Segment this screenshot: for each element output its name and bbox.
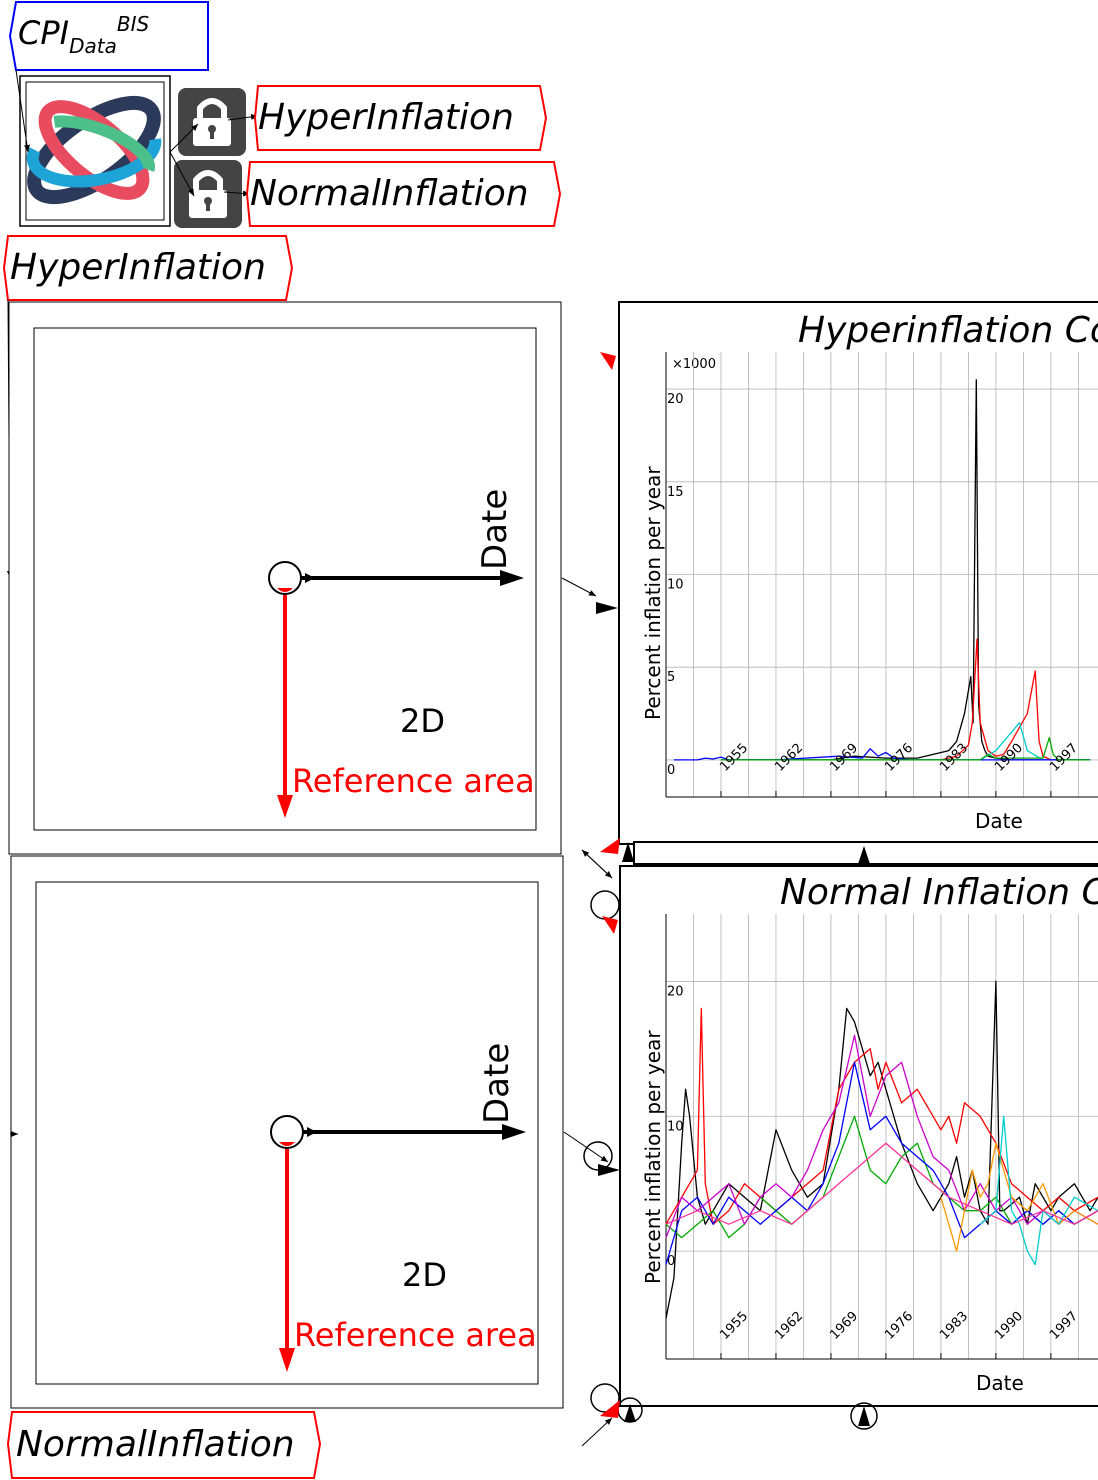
series-line — [665, 980, 1098, 1319]
dimension-label: 2D — [400, 702, 445, 740]
filter-tag-label: NormalInflation — [250, 173, 529, 214]
series-line — [673, 748, 1091, 761]
filter-tag-normalinflation[interactable]: NormalInflation — [245, 161, 562, 227]
series-line — [940, 1142, 1098, 1252]
dimension-label: 2D — [402, 1256, 447, 1294]
source-node[interactable]: CPIDataBIS — [8, 1, 209, 71]
connector-handle-icon[interactable] — [590, 890, 620, 920]
y-tick-label: 10 — [667, 578, 684, 593]
hyperinflation-tag[interactable]: HyperInflation — [2, 235, 294, 301]
y-axis-title: Percent inflation per year — [641, 1030, 665, 1284]
hyperinflation-chart[interactable]: Hyperinflation Cou ×1000 Percent inflati… — [600, 301, 1098, 845]
filter-tag-hyperinflation[interactable]: HyperInflation — [253, 85, 548, 151]
y-axis-arrow-icon[interactable] — [277, 795, 293, 818]
chart-title: Hyperinflation Cou — [798, 310, 1098, 351]
y-axis-title: Percent inflation per year — [641, 466, 665, 720]
resize-handle-icon[interactable] — [602, 916, 618, 934]
lock-icon[interactable] — [174, 160, 242, 228]
source-node-subscript: Data — [69, 34, 117, 58]
x-axis-label: Date — [475, 489, 515, 570]
y-tick-label: 0 — [667, 1254, 675, 1269]
series-line — [721, 638, 1091, 761]
chart-title: Normal Inflation Co — [780, 872, 1098, 913]
x-axis-arrow-icon[interactable] — [502, 1124, 526, 1140]
x-axis-label: Date — [477, 1043, 517, 1124]
series-line — [665, 1142, 1098, 1225]
y-axis-arrow-icon[interactable] — [279, 1348, 295, 1372]
normalinflation-tag-label: NormalInflation — [16, 1424, 295, 1465]
lock-icon[interactable] — [178, 88, 246, 156]
filter-tag-label: HyperInflation — [258, 97, 514, 138]
y-tick-label: 20 — [667, 984, 684, 999]
origin-handle-icon[interactable] — [270, 1115, 317, 1149]
axis-mapping-panel[interactable]: Date 2D Reference area — [10, 855, 564, 1409]
connector-handle-icon[interactable] — [583, 1141, 613, 1171]
normal-inflation-chart[interactable]: Normal Inflation Co Percent inflation pe… — [602, 865, 1098, 1407]
source-node-superscript: BIS — [117, 12, 150, 36]
series-line — [979, 1115, 1098, 1266]
y-tick-label: 15 — [667, 485, 684, 500]
resize-handle-icon[interactable] — [600, 352, 616, 370]
globe-ring-logo[interactable] — [19, 75, 171, 227]
series-line — [665, 1034, 1098, 1238]
y-tick-label: 20 — [667, 392, 684, 407]
y-axis-label: Reference area — [294, 1316, 537, 1354]
y-tick-label: 5 — [667, 670, 675, 685]
move-handle-icon[interactable] — [850, 1402, 878, 1430]
x-axis-arrow-icon[interactable] — [500, 570, 524, 586]
hyperinflation-tag-label: HyperInflation — [10, 247, 266, 288]
origin-handle-icon[interactable] — [268, 561, 315, 595]
chart-frame — [619, 865, 1098, 1407]
x-axis-title: Date — [976, 1371, 1024, 1395]
y-multiplier-label: ×1000 — [672, 357, 716, 372]
series-line — [721, 737, 1091, 761]
source-node-label: CPI — [18, 14, 69, 52]
y-tick-label: 10 — [667, 1119, 684, 1134]
axis-mapping-panel[interactable]: Date 2D Reference area — [8, 301, 562, 855]
y-axis-label: Reference area — [292, 762, 535, 800]
svg-text:CPIDataBIS: CPIDataBIS — [18, 12, 149, 58]
normalinflation-tag[interactable]: NormalInflation — [6, 1411, 322, 1479]
y-tick-label: 0 — [667, 763, 675, 778]
x-axis-title: Date — [975, 809, 1023, 833]
